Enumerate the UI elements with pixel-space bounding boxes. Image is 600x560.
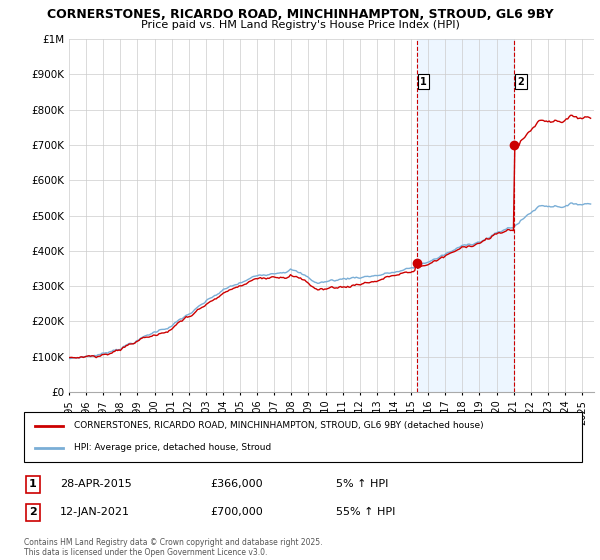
- Text: CORNERSTONES, RICARDO ROAD, MINCHINHAMPTON, STROUD, GL6 9BY: CORNERSTONES, RICARDO ROAD, MINCHINHAMPT…: [47, 8, 553, 21]
- Text: Contains HM Land Registry data © Crown copyright and database right 2025.
This d: Contains HM Land Registry data © Crown c…: [24, 538, 323, 557]
- Text: 2: 2: [518, 77, 524, 87]
- Text: CORNERSTONES, RICARDO ROAD, MINCHINHAMPTON, STROUD, GL6 9BY (detached house): CORNERSTONES, RICARDO ROAD, MINCHINHAMPT…: [74, 421, 484, 430]
- Text: 28-APR-2015: 28-APR-2015: [60, 479, 132, 489]
- Text: Price paid vs. HM Land Registry's House Price Index (HPI): Price paid vs. HM Land Registry's House …: [140, 20, 460, 30]
- Text: 5% ↑ HPI: 5% ↑ HPI: [336, 479, 388, 489]
- Text: 12-JAN-2021: 12-JAN-2021: [60, 507, 130, 517]
- FancyBboxPatch shape: [24, 412, 582, 462]
- Text: 2: 2: [29, 507, 37, 517]
- Text: £366,000: £366,000: [210, 479, 263, 489]
- Text: 1: 1: [420, 77, 427, 87]
- Bar: [416, 39, 514, 392]
- Text: 55% ↑ HPI: 55% ↑ HPI: [336, 507, 395, 517]
- Text: £700,000: £700,000: [210, 507, 263, 517]
- Text: HPI: Average price, detached house, Stroud: HPI: Average price, detached house, Stro…: [74, 444, 271, 452]
- Text: 1: 1: [29, 479, 37, 489]
